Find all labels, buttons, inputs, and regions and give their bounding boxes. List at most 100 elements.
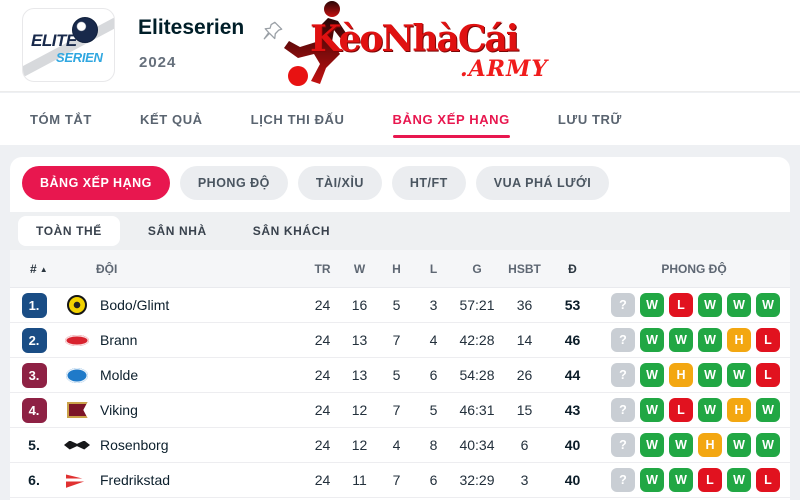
tab-luu-tru[interactable]: LƯU TRỮ [557, 111, 622, 127]
form-result-badge[interactable]: L [698, 468, 722, 492]
team-name[interactable]: Rosenborg [100, 437, 169, 453]
form-upcoming-badge[interactable]: ? [611, 328, 635, 352]
form-result-badge[interactable]: H [669, 363, 693, 387]
matches-played: 24 [314, 297, 331, 313]
form-result-badge[interactable]: H [727, 328, 751, 352]
goal-diff: 26 [516, 367, 533, 383]
col-header-draws[interactable]: H [392, 261, 401, 276]
form-result-badge[interactable]: L [669, 293, 693, 317]
matches-played: 24 [314, 402, 331, 418]
wins: 13 [351, 332, 368, 348]
form-result-badge[interactable]: W [640, 293, 664, 317]
col-header-goaldiff[interactable]: HSBT [508, 261, 541, 276]
form-result-badge[interactable]: W [727, 363, 751, 387]
col-header-points[interactable]: Đ [568, 261, 577, 276]
col-header-goals[interactable]: G [472, 261, 482, 276]
tab-ket-qua[interactable]: KẾT QUẢ [139, 111, 203, 127]
points: 46 [564, 332, 581, 348]
form-upcoming-badge[interactable]: ? [611, 468, 635, 492]
form-cell: ? W W H W W [598, 433, 790, 457]
eliteserien-logo: ELITE SERIEN [22, 8, 115, 82]
table-row[interactable]: 2. Brann 24 13 7 4 42:28 14 46? W W W H L [10, 323, 790, 358]
form-result-badge[interactable]: W [640, 468, 664, 492]
form-result-badge[interactable]: W [698, 293, 722, 317]
rank-badge: 3. [21, 362, 47, 388]
form-result-badge[interactable]: W [640, 433, 664, 457]
form-result-badge[interactable]: W [669, 433, 693, 457]
form-cell: ? W W L W L [598, 468, 790, 492]
form-result-badge[interactable]: W [698, 363, 722, 387]
form-cell: ? W L W W W [598, 293, 790, 317]
table-row[interactable]: 1. Bodo/Glimt 24 16 5 3 57:21 36 53? W L W W W [10, 288, 790, 323]
form-result-badge[interactable]: L [756, 328, 780, 352]
team-name[interactable]: Brann [100, 332, 138, 348]
col-header-losses[interactable]: L [429, 261, 438, 276]
losses: 5 [429, 402, 438, 418]
form-result-badge[interactable]: W [756, 433, 780, 457]
form-result-badge[interactable]: W [727, 433, 751, 457]
standings-card: BẢNG XẾP HẠNG PHONG ĐỘ TÀI/XỈU HT/FT VUA PHÁ… [10, 157, 790, 500]
points: 40 [564, 437, 581, 453]
form-result-badge[interactable]: L [756, 468, 780, 492]
form-upcoming-badge[interactable]: ? [611, 293, 635, 317]
team-logo-cell [58, 472, 96, 488]
goals: 46:31 [459, 402, 495, 418]
table-row[interactable]: 5. Rosenborg 24 12 4 8 40:34 6 40? W W H W W [10, 428, 790, 463]
form-result-badge[interactable]: L [669, 398, 693, 422]
form-upcoming-badge[interactable]: ? [611, 363, 635, 387]
tab-tom-tat[interactable]: TÓM TẮT [30, 111, 92, 127]
subtab-san-khach[interactable]: SÂN KHÁCH [252, 224, 331, 238]
col-header-matches[interactable]: TR [314, 261, 331, 276]
form-result-badge[interactable]: L [756, 363, 780, 387]
form-result-badge[interactable]: W [756, 398, 780, 422]
table-row[interactable]: 6. Fredrikstad 24 11 7 6 32:29 3 40? W W L W L [10, 463, 790, 498]
tab-bang-xep-hang[interactable]: BẢNG XẾP HẠNG [392, 93, 511, 145]
watermark-brand-text: KèoNhàCái [310, 18, 519, 60]
rosenborg-logo [64, 440, 90, 450]
form-upcoming-badge[interactable]: ? [611, 398, 635, 422]
subtab-san-nha[interactable]: SÂN NHÀ [147, 224, 207, 238]
goals: 57:21 [459, 297, 495, 313]
rank-cell: 3. [10, 362, 58, 388]
team-name[interactable]: Fredrikstad [100, 472, 171, 488]
col-header-team[interactable]: ĐỘI [96, 261, 118, 276]
wins: 12 [351, 402, 368, 418]
form-result-badge[interactable]: W [698, 328, 722, 352]
table-row[interactable]: 4. Viking 24 12 7 5 46:31 15 43? W L W H W [10, 393, 790, 428]
form-result-badge[interactable]: W [640, 328, 664, 352]
filter-pill-phong-o[interactable]: PHONG ĐỘ [179, 166, 288, 200]
form-result-badge[interactable]: W [727, 293, 751, 317]
draws: 5 [392, 367, 401, 383]
points: 53 [564, 297, 581, 313]
tab-lich-thi-au[interactable]: LỊCH THI ĐẤU [250, 111, 345, 127]
col-header-wins[interactable]: W [353, 261, 366, 276]
wins: 11 [352, 472, 367, 488]
col-header-form: PHONG ĐỘ [661, 261, 727, 276]
matches-played: 24 [314, 472, 331, 488]
form-upcoming-badge[interactable]: ? [611, 433, 635, 457]
form-result-badge[interactable]: W [640, 363, 664, 387]
form-result-badge[interactable]: H [727, 398, 751, 422]
table-row[interactable]: 3. Molde 24 13 5 6 54:28 26 44? W H W W L [10, 358, 790, 393]
filter-pill-vua-pha-luoi[interactable]: VUA PHÁ LƯỚI [475, 166, 610, 200]
team-name[interactable]: Viking [100, 402, 138, 418]
pin-icon[interactable] [262, 20, 284, 42]
col-header-rank[interactable]: # ▲ [30, 261, 48, 276]
filter-pill-bang-xep-hang[interactable]: BẢNG XẾP HẠNG [22, 166, 170, 200]
form-result-badge[interactable]: W [640, 398, 664, 422]
form-result-badge[interactable]: W [756, 293, 780, 317]
form-result-badge[interactable]: W [669, 328, 693, 352]
viking-logo [66, 402, 88, 418]
filter-pill-ht-ft[interactable]: HT/FT [391, 166, 466, 200]
filter-pill-tai-xiu[interactable]: TÀI/XỈU [297, 166, 382, 200]
form-result-badge[interactable]: H [698, 433, 722, 457]
form-result-badge[interactable]: W [698, 398, 722, 422]
team-name[interactable]: Molde [100, 367, 139, 383]
team-name[interactable]: Bodo/Glimt [100, 297, 170, 313]
form-result-badge[interactable]: W [727, 468, 751, 492]
subtab-toan-the[interactable]: TOÀN THỂ [18, 216, 120, 246]
rank-badge: 4. [21, 397, 47, 423]
form-cell: ? W L W H W [598, 398, 790, 422]
form-result-badge[interactable]: W [669, 468, 693, 492]
